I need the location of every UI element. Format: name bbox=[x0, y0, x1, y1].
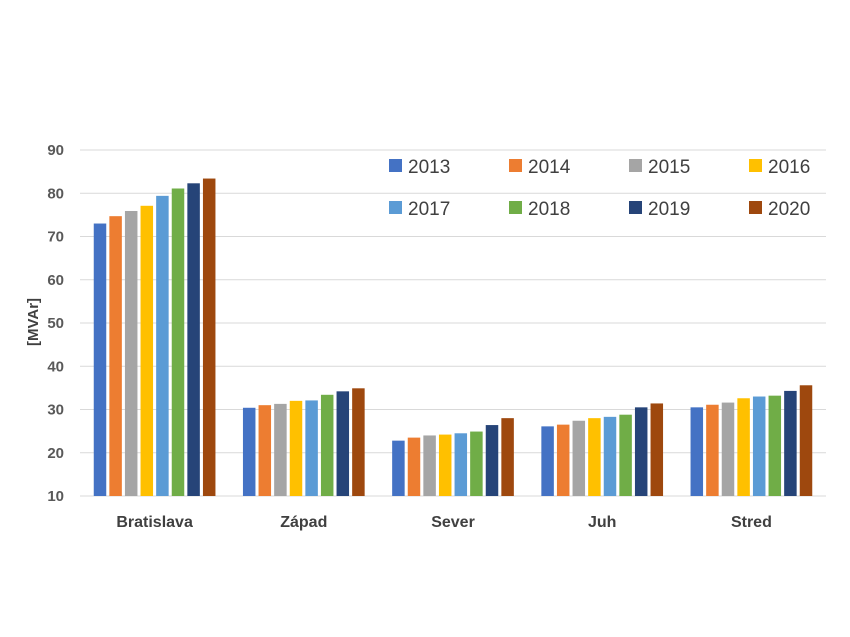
y-tick-label: 70 bbox=[47, 229, 64, 246]
bar bbox=[454, 433, 468, 496]
bars bbox=[93, 178, 813, 497]
legend-item: 2016 bbox=[749, 157, 810, 178]
legend-swatch bbox=[389, 159, 402, 172]
y-axis-ticks: 10 20 30 40 50 60 70 80 90 bbox=[47, 142, 64, 505]
x-category-label: Juh bbox=[588, 514, 616, 531]
bar bbox=[320, 394, 334, 496]
legend-swatch bbox=[389, 201, 402, 214]
x-category-label: Sever bbox=[431, 514, 475, 531]
bar bbox=[799, 385, 813, 496]
x-axis-categories: Bratislava Západ Sever Juh Stred bbox=[116, 514, 772, 531]
legend-item: 2020 bbox=[749, 199, 810, 220]
bar bbox=[619, 414, 632, 496]
bar bbox=[423, 435, 436, 496]
y-tick-label: 40 bbox=[47, 358, 64, 375]
bar bbox=[706, 404, 719, 496]
bar bbox=[541, 426, 554, 496]
legend-item: 2019 bbox=[629, 199, 690, 220]
bar bbox=[721, 402, 735, 496]
bar bbox=[171, 188, 185, 496]
bar bbox=[93, 223, 107, 496]
legend-item: 2017 bbox=[389, 199, 450, 220]
bar bbox=[572, 420, 586, 496]
x-category-label: Bratislava bbox=[116, 514, 193, 531]
bar bbox=[289, 400, 303, 496]
y-tick-label: 80 bbox=[47, 185, 64, 202]
legend-label: 2017 bbox=[408, 199, 450, 220]
legend: 2013 2014 2015 2016 2017 2018 2019 2020 bbox=[389, 157, 810, 220]
bar bbox=[752, 396, 766, 496]
y-tick-label: 20 bbox=[47, 445, 64, 462]
legend-label: 2014 bbox=[528, 157, 571, 178]
bar bbox=[305, 400, 318, 496]
legend-item: 2015 bbox=[629, 157, 690, 178]
legend-label: 2020 bbox=[768, 199, 810, 220]
bar bbox=[336, 391, 350, 496]
legend-swatch bbox=[629, 159, 642, 172]
bar bbox=[501, 418, 514, 496]
bar bbox=[187, 183, 200, 497]
y-tick-label: 10 bbox=[47, 488, 64, 505]
legend-label: 2016 bbox=[768, 157, 810, 178]
legend-swatch bbox=[629, 201, 642, 214]
bar bbox=[140, 205, 154, 497]
bar bbox=[768, 395, 782, 496]
bar bbox=[470, 431, 483, 496]
bar bbox=[690, 407, 704, 496]
bar bbox=[274, 403, 287, 496]
legend-item: 2013 bbox=[389, 157, 450, 178]
legend-swatch bbox=[749, 201, 762, 214]
y-axis-label: [MVAr] bbox=[25, 298, 42, 346]
bar bbox=[438, 434, 452, 496]
bar bbox=[588, 418, 601, 496]
bar bbox=[485, 425, 499, 496]
bar bbox=[784, 390, 797, 496]
y-tick-label: 90 bbox=[47, 142, 64, 159]
x-category-label: Stred bbox=[731, 514, 772, 531]
legend-label: 2013 bbox=[408, 157, 450, 178]
bar bbox=[258, 405, 272, 496]
legend-swatch bbox=[749, 159, 762, 172]
y-tick-label: 60 bbox=[47, 272, 64, 289]
legend-swatch bbox=[509, 201, 522, 214]
bar bbox=[156, 195, 169, 496]
y-tick-label: 30 bbox=[47, 402, 64, 419]
legend-label: 2015 bbox=[648, 157, 690, 178]
bar bbox=[124, 210, 138, 497]
y-tick-label: 50 bbox=[47, 315, 64, 332]
bar bbox=[407, 437, 421, 496]
legend-swatch bbox=[509, 159, 522, 172]
bar bbox=[392, 440, 405, 496]
x-category-label: Západ bbox=[280, 514, 327, 531]
legend-label: 2018 bbox=[528, 199, 570, 220]
bar bbox=[242, 407, 256, 496]
bar bbox=[352, 388, 365, 496]
bar bbox=[737, 398, 750, 496]
legend-item: 2014 bbox=[509, 157, 571, 178]
legend-item: 2018 bbox=[509, 199, 570, 220]
bar bbox=[603, 416, 617, 496]
bar bbox=[202, 178, 216, 497]
bar bbox=[650, 403, 664, 496]
bar bbox=[634, 407, 648, 496]
bar bbox=[556, 424, 570, 496]
legend-label: 2019 bbox=[648, 199, 690, 220]
bar bbox=[109, 216, 122, 497]
